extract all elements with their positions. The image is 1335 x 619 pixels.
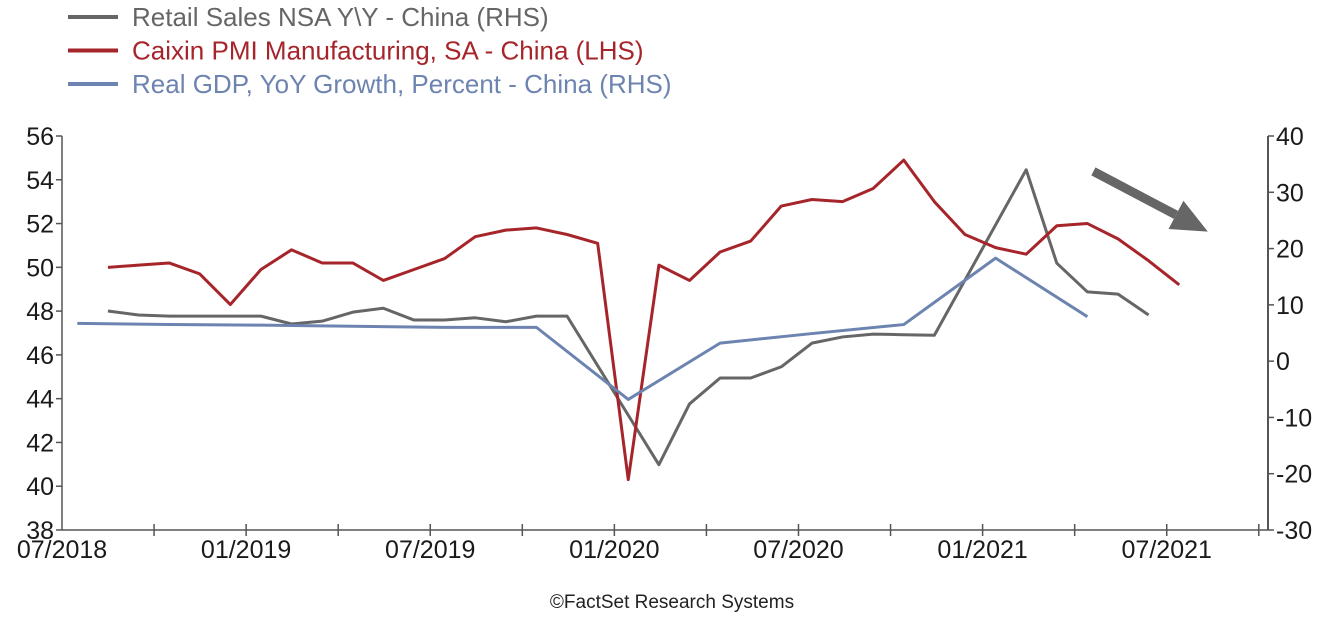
legend-label: Retail Sales NSA Y\Y - China (RHS): [132, 2, 549, 32]
series-line: [107, 168, 1150, 467]
right-y-tick-label: 30: [1276, 179, 1304, 207]
right-y-tick-label: 0: [1276, 348, 1290, 376]
right-y-tick-label: 10: [1276, 292, 1304, 320]
axes: 56 54 52 50 48 46 44 42 40 38 40 30 20 10 0 -10 -20 -30 07…: [17, 123, 1312, 564]
left-y-tick-label: 52: [26, 211, 54, 239]
left-y-tick-label: 46: [26, 342, 54, 370]
left-y-tick-label: 54: [26, 167, 54, 195]
right-y-tick-label: -30: [1276, 517, 1312, 545]
series-0: [107, 168, 1150, 467]
left-y-tick-label: 44: [26, 386, 54, 414]
left-y-tick-label: 42: [26, 429, 54, 457]
right-y-tick-label: 40: [1276, 123, 1304, 151]
source-footer: ©FactSet Research Systems: [550, 592, 794, 613]
x-tick-label: 07/2019: [385, 536, 475, 564]
series-line: [107, 158, 1181, 482]
x-tick-label: 01/2021: [937, 536, 1027, 564]
x-tick-label: 07/2020: [753, 536, 843, 564]
left-y-tick-label: 48: [26, 298, 54, 326]
trend-arrow-shaft: [1091, 167, 1179, 219]
right-y-tick-label: -10: [1276, 404, 1312, 432]
series-1: [107, 158, 1181, 482]
annotations: [1091, 167, 1208, 232]
left-y-tick-label: 40: [26, 473, 54, 501]
legend-label: Real GDP, YoY Growth, Percent - China (R…: [132, 69, 672, 99]
series-2: [77, 256, 1089, 401]
left-y-tick-label: 50: [26, 254, 54, 282]
trend-arrow-icon: [1168, 200, 1208, 232]
x-tick-label: 01/2020: [569, 536, 659, 564]
x-tick-label: 01/2019: [201, 536, 291, 564]
x-tick-label: 07/2018: [17, 536, 107, 564]
x-tick-label: 07/2021: [1122, 536, 1212, 564]
left-y-tick-label: 38: [26, 517, 54, 545]
right-y-tick-label: -20: [1276, 461, 1312, 489]
legend-label: Caixin PMI Manufacturing, SA - China (LH…: [132, 36, 644, 66]
left-y-tick-label: 56: [26, 123, 54, 151]
series-line: [77, 256, 1089, 401]
plot-lines: [77, 158, 1181, 482]
right-y-tick-label: 20: [1276, 236, 1304, 264]
legend: Retail Sales NSA Y\Y - China (RHS) Caixin…: [68, 2, 672, 99]
